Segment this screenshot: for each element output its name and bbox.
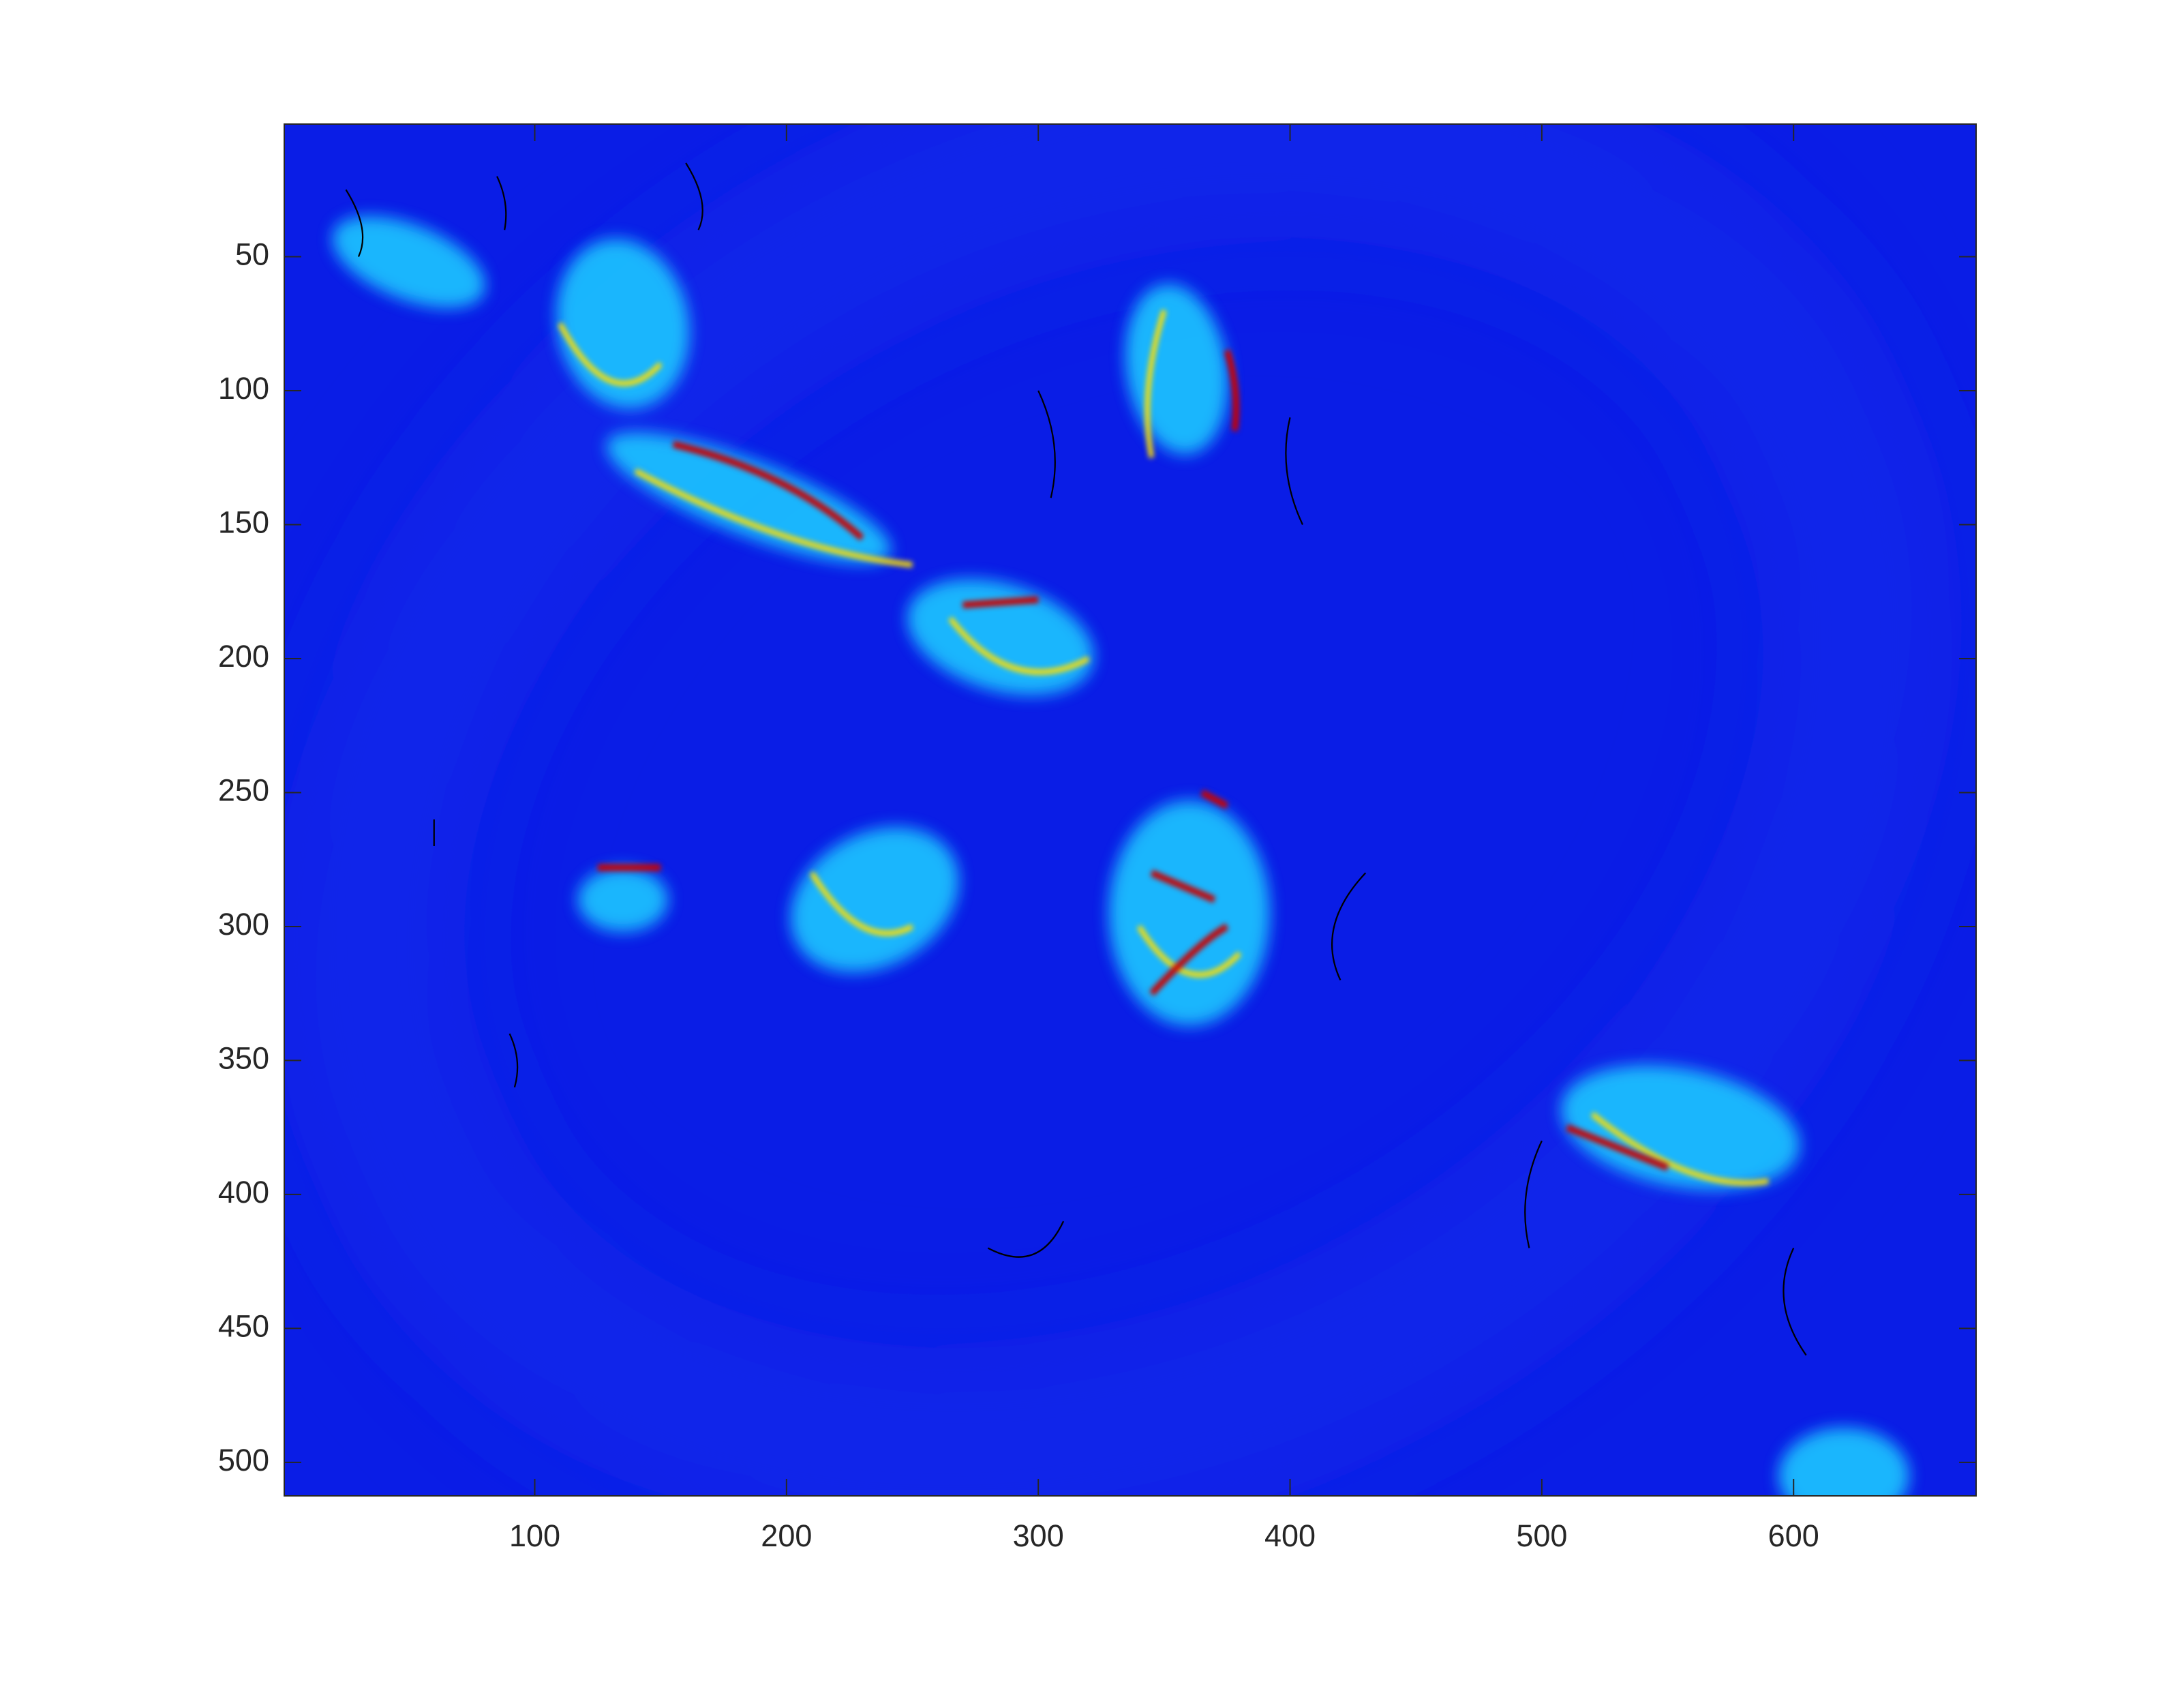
x-tick-label: 400 xyxy=(1264,1518,1316,1553)
y-tick-label: 350 xyxy=(218,1040,269,1075)
x-tick-label: 300 xyxy=(1013,1518,1064,1553)
x-tick-label: 200 xyxy=(761,1518,812,1553)
y-tick-label: 500 xyxy=(218,1443,269,1477)
y-tick-label: 450 xyxy=(218,1308,269,1343)
x-tick-label: 500 xyxy=(1516,1518,1567,1553)
axes-box xyxy=(284,123,1977,1497)
y-tick-label: 50 xyxy=(235,237,269,271)
y-tick-label: 300 xyxy=(218,907,269,942)
y-tick-label: 400 xyxy=(218,1175,269,1210)
y-tick-label: 150 xyxy=(218,505,269,539)
x-tick-label: 600 xyxy=(1768,1518,1819,1553)
y-tick-label: 100 xyxy=(218,371,269,406)
x-tick-label: 100 xyxy=(509,1518,560,1553)
y-tick-label: 200 xyxy=(218,639,269,674)
image xyxy=(284,124,1976,1496)
y-tick-label: 250 xyxy=(218,772,269,807)
